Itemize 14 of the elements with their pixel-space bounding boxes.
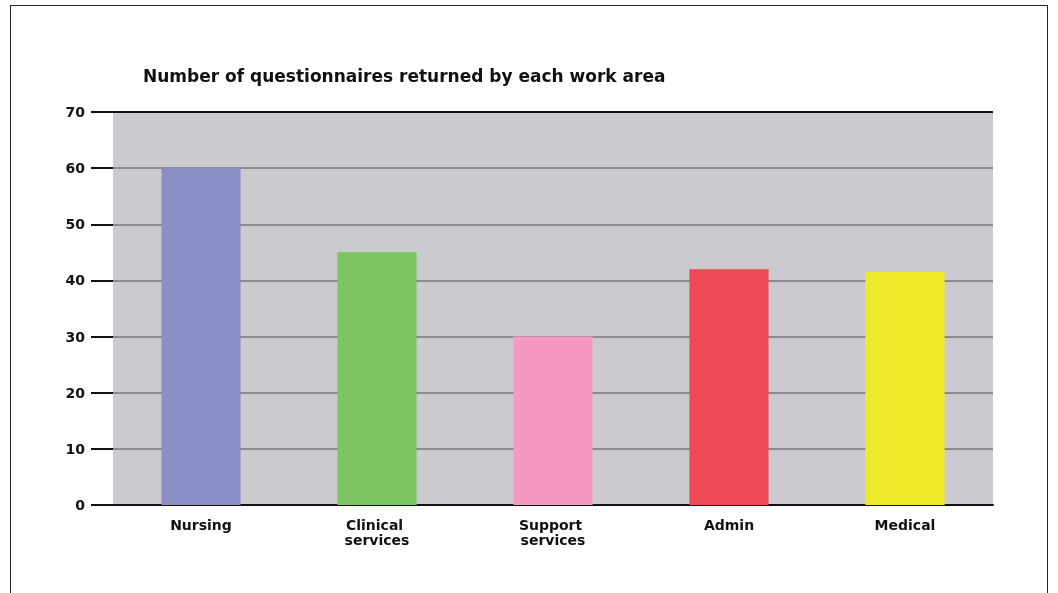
y-tick-label: 0 bbox=[75, 497, 86, 513]
x-tick-label: Nursing bbox=[170, 516, 232, 533]
y-tick-label: 10 bbox=[65, 440, 86, 457]
x-tick-label: Support services bbox=[518, 516, 588, 548]
y-tick-label: 50 bbox=[65, 216, 86, 233]
y-tick-label: 30 bbox=[65, 328, 86, 345]
y-tick-label: 20 bbox=[65, 384, 86, 401]
y-tick-label: 70 bbox=[65, 104, 86, 120]
x-tick-label: Admin bbox=[703, 516, 755, 533]
y-tick-label: 60 bbox=[65, 160, 86, 177]
y-tick-label: 40 bbox=[65, 272, 86, 289]
x-tick-label: Clinical services bbox=[344, 516, 410, 548]
x-tick-label: Medical bbox=[874, 516, 936, 533]
chart-title: Number of questionnaires returned by each work area bbox=[143, 65, 666, 86]
